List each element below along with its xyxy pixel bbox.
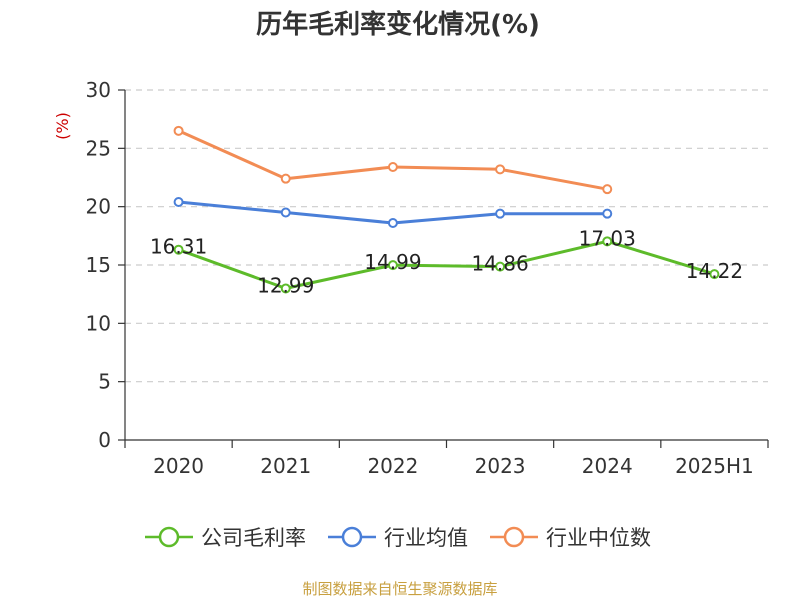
y-tick-label: 20 <box>86 195 111 219</box>
axes: 0 5 10 15 20 25 30 2020 2021 2022 2023 2024 2025H1 <box>86 78 769 478</box>
data-point <box>495 261 506 272</box>
legend: 公司毛利率 行业均值 行业中位数 <box>145 526 651 550</box>
data-point <box>280 173 291 184</box>
data-point <box>602 236 613 247</box>
data-label: 12.99 <box>257 273 314 297</box>
series-line-3 <box>177 129 609 191</box>
x-tick-label: 2020 <box>153 454 204 478</box>
x-tick-label: 2023 <box>475 454 526 478</box>
data-point <box>173 197 184 207</box>
x-tick-label: 2024 <box>582 454 633 478</box>
y-tick-label: 30 <box>86 78 111 102</box>
legend-item-3: 行业中位数 <box>490 526 651 550</box>
legend-marker-icon <box>503 526 525 548</box>
legend-item-2: 行业均值 <box>328 526 468 550</box>
legend-marker-icon <box>158 526 180 548</box>
data-point <box>387 218 398 228</box>
x-tick-label: 2022 <box>367 454 418 478</box>
legend-label: 公司毛利率 <box>201 526 306 550</box>
data-label: 14.86 <box>471 252 528 276</box>
data-label: 14.99 <box>364 250 421 274</box>
series-line-1 <box>177 239 716 290</box>
legend-marker-icon <box>341 526 363 548</box>
data-label: 17.03 <box>579 226 636 250</box>
x-tick-label: 2025H1 <box>675 454 754 478</box>
y-tick-label: 0 <box>98 428 111 452</box>
y-tick-label: 10 <box>86 311 111 335</box>
data-point <box>173 125 184 136</box>
legend-item-1: 公司毛利率 <box>145 526 306 550</box>
y-axis-label: (%) <box>53 112 72 140</box>
series-lines <box>173 125 720 294</box>
data-point <box>173 244 184 255</box>
data-label: 14.22 <box>686 259 743 283</box>
data-point <box>495 208 506 219</box>
data-point <box>280 283 291 294</box>
data-labels: 16.31 12.99 14.99 14.86 17.03 14.22 <box>150 226 743 297</box>
data-point <box>387 260 398 271</box>
x-tick-label: 2021 <box>260 454 311 478</box>
data-point <box>280 207 291 218</box>
data-point <box>495 164 506 175</box>
legend-label: 行业均值 <box>384 526 468 550</box>
data-point <box>709 269 720 280</box>
chart-title: 历年毛利率变化情况(%) <box>256 9 540 40</box>
data-point <box>602 184 613 195</box>
data-label: 16.31 <box>150 235 207 259</box>
data-point <box>602 208 613 219</box>
y-tick-label: 5 <box>98 370 111 394</box>
source-note: 制图数据来自恒生聚源数据库 <box>302 580 497 598</box>
data-point <box>387 162 398 172</box>
y-tick-label: 15 <box>86 253 111 277</box>
legend-label: 行业中位数 <box>546 526 651 550</box>
gridlines <box>125 89 768 383</box>
y-tick-label: 25 <box>86 136 111 160</box>
